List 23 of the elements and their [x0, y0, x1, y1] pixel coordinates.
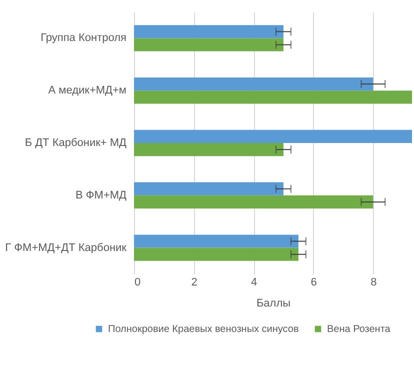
- legend-label: Вена Розента: [327, 324, 391, 335]
- x-tick-label: 6: [310, 276, 317, 288]
- bar: [134, 130, 412, 143]
- bar: [134, 234, 298, 248]
- bar: [134, 182, 284, 196]
- y-tick-label: Г ФМ+МД+ДТ Карбоник: [5, 242, 127, 254]
- bar: [134, 38, 284, 52]
- bar: [134, 143, 284, 156]
- legend-label: Полнокровие Краевых венозных синусов: [108, 324, 299, 335]
- x-axis-title: Баллы: [256, 298, 291, 310]
- bar: [134, 195, 374, 208]
- bar: [134, 78, 374, 91]
- bar: [134, 90, 412, 104]
- y-tick-label: А медик+МД+м: [48, 84, 126, 97]
- x-tick-label: 8: [370, 276, 377, 288]
- bar: [134, 25, 284, 38]
- y-tick-label: Группа Контроля: [40, 32, 127, 44]
- x-tick-label: 0: [134, 276, 141, 288]
- bar: [134, 248, 298, 261]
- x-tick-label: 2: [191, 276, 198, 288]
- x-tick-label: 4: [251, 276, 258, 288]
- y-tick-label: В ФМ+МД: [76, 189, 128, 202]
- y-tick-label: Б ДТ Карбоник+ МД: [24, 137, 128, 149]
